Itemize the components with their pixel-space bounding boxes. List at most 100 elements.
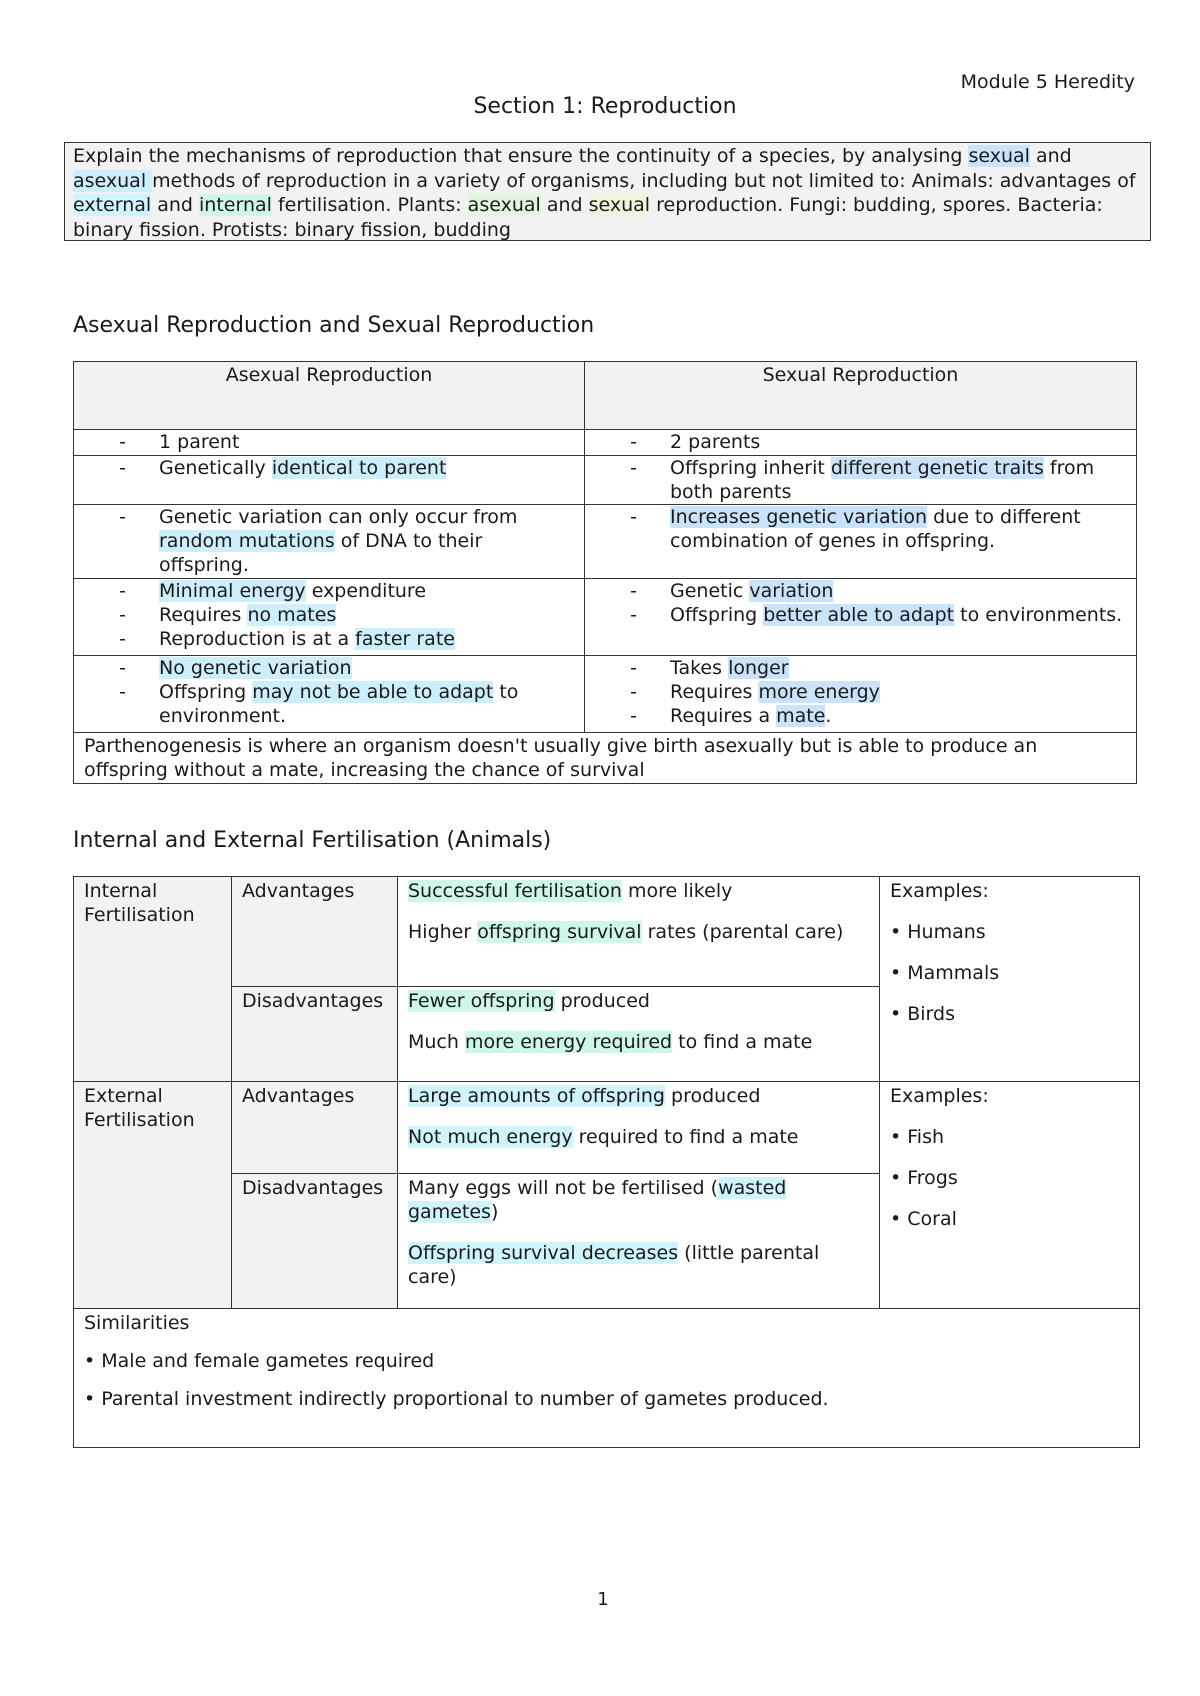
highlighted-text: more energy	[758, 681, 880, 703]
sexual-cell: - Offspring inherit different genetic tra…	[584, 455, 1137, 505]
text-run: rates (parental care)	[641, 921, 844, 943]
list-item: - Genetically identical to parent	[74, 456, 584, 480]
advantages-cell: Successful fertilisation more likely High…	[397, 876, 880, 987]
examples-label: Examples:	[890, 880, 989, 902]
dash-bullet: -	[119, 506, 126, 528]
paragraph: Successful fertilisation more likely	[408, 879, 869, 903]
text-run: required to find a mate	[572, 1126, 799, 1148]
item-text: 2 parents	[670, 430, 1136, 454]
text-run: of DNA to their offspring.	[159, 530, 483, 576]
examples-label: Examples:	[890, 1085, 989, 1107]
page-title: Section 1: Reproduction	[473, 94, 737, 119]
text-run: .	[825, 705, 832, 727]
dash-bullet: -	[630, 431, 637, 453]
item-text: Offspring inherit different genetic trai…	[670, 456, 1136, 504]
section-heading-fertilisation: Internal and External Fertilisation (Ani…	[73, 828, 552, 853]
example-item: • Mammals	[890, 962, 1000, 984]
text-run: (little parental care)	[408, 1242, 820, 1288]
section-heading-asexual-sexual: Asexual Reproduction and Sexual Reproduc…	[73, 313, 595, 338]
item-text: Requires no mates	[159, 603, 584, 627]
highlighted-text: asexual	[73, 169, 153, 192]
parthenogenesis-note: Parthenogenesis is where an organism doe…	[73, 732, 1137, 784]
dash-bullet: -	[119, 431, 126, 453]
syllabus-objective-box: Explain the mechanisms of reproduction t…	[64, 142, 1151, 241]
item-text: Offspring better able to adapt to enviro…	[670, 603, 1136, 627]
comparison-row: - Genetically identical to parent - Offspri…	[73, 455, 1137, 505]
dash-bullet: -	[119, 657, 126, 679]
text-run: more likely	[621, 880, 733, 902]
highlighted-text: No genetic variation	[159, 657, 352, 679]
asexual-sexual-table: Asexual Reproduction Sexual Reproduction…	[73, 361, 1137, 784]
list-item: - 2 parents	[585, 430, 1136, 454]
highlighted-text: no mates	[247, 604, 337, 626]
dash-bullet: -	[630, 705, 637, 727]
text-run: 2 parents	[670, 431, 761, 453]
highlighted-text: Large amounts of offspring	[408, 1085, 665, 1107]
text-run: Offspring inherit	[670, 457, 831, 479]
fertilisation-row: External Fertilisation Advantages Large am…	[73, 1081, 1140, 1309]
item-text: Requires a mate.	[670, 704, 1136, 728]
item-text: Genetically identical to parent	[159, 456, 584, 480]
example-item: • Frogs	[890, 1167, 958, 1189]
column-header-sexual: Sexual Reproduction	[584, 361, 1137, 430]
list-item: - Reproduction is at a faster rate	[74, 627, 584, 651]
disadvantages-cell: Fewer offspring produced Much more energy…	[397, 986, 880, 1082]
list-item: - Genetic variation	[585, 579, 1136, 603]
highlighted-text: internal	[199, 194, 272, 216]
text-run: reproduction. Fungi: budding, spores. Ba…	[73, 194, 1103, 241]
highlighted-text: longer	[728, 657, 789, 679]
text-run: Takes	[670, 657, 729, 679]
dash-bullet: -	[630, 457, 637, 479]
dash-bullet: -	[119, 681, 126, 703]
item-text: Genetic variation can only occur from ra…	[159, 505, 584, 577]
paragraph: Large amounts of offspring produced	[408, 1084, 869, 1108]
list-item: - Requires no mates	[74, 603, 584, 627]
asexual-cell: - 1 parent	[73, 429, 585, 456]
highlighted-text: sexual	[588, 194, 651, 216]
text-run: and	[151, 194, 200, 216]
text-run: expenditure	[305, 580, 427, 602]
text-run: Genetic variation can only occur from	[159, 506, 518, 528]
list-item: - Offspring better able to adapt to envir…	[585, 603, 1136, 627]
disadvantages-label: Disadvantages	[231, 986, 398, 1082]
text-run: produced	[554, 990, 650, 1012]
highlighted-text: random mutations	[159, 530, 335, 552]
advantages-label: Advantages	[231, 1081, 398, 1174]
comparison-row: - Genetic variation can only occur from r…	[73, 504, 1137, 579]
comparison-row: - No genetic variation - Offspring may not …	[73, 655, 1137, 733]
dash-bullet: -	[630, 681, 637, 703]
comparison-row: - Minimal energy expenditure - Requires no …	[73, 578, 1137, 656]
text-run: Requires	[670, 681, 759, 703]
fertilisation-type-cell: External Fertilisation	[73, 1081, 232, 1309]
advantages-label: Advantages	[231, 876, 398, 987]
list-item: - 1 parent	[74, 430, 584, 454]
disadvantages-label: Disadvantages	[231, 1173, 398, 1309]
item-text: Offspring may not be able to adapt to en…	[159, 680, 584, 728]
list-item: - No genetic variation	[74, 656, 584, 680]
text-run: Offspring	[670, 604, 764, 626]
dash-bullet: -	[630, 657, 637, 679]
fertilisation-row: Internal Fertilisation Advantages Successf…	[73, 876, 1140, 1082]
paragraph: Fewer offspring produced	[408, 989, 869, 1013]
item-text: Genetic variation	[670, 579, 1136, 603]
comparison-row: - 1 parent - 2 parents	[73, 429, 1137, 456]
disadvantages-cell: Many eggs will not be fertilised (wasted…	[397, 1173, 880, 1309]
item-text: No genetic variation	[159, 656, 584, 680]
example-item: • Birds	[890, 1003, 955, 1025]
asexual-cell: - No genetic variation - Offspring may not …	[73, 655, 585, 733]
paragraph: Not much energy required to find a mate	[408, 1125, 869, 1149]
asexual-cell: - Genetically identical to parent	[73, 455, 585, 505]
fertilisation-row: Disadvantages Fewer offspring produced Muc…	[74, 986, 1140, 1082]
item-text: Requires more energy	[670, 680, 1136, 704]
highlighted-text: different genetic traits	[830, 457, 1044, 479]
item-text: Reproduction is at a faster rate	[159, 627, 584, 651]
text-run: Many eggs will not be fertilised (	[408, 1177, 719, 1199]
text-run: Higher	[408, 921, 478, 943]
highlighted-text: external	[73, 194, 152, 216]
text-run: Explain the mechanisms of reproduction t…	[73, 145, 969, 167]
highlighted-text: identical to parent	[271, 457, 447, 479]
highlighted-text: better able to adapt	[763, 604, 955, 626]
text-run: )	[490, 1201, 499, 1223]
example-item: • Coral	[890, 1208, 957, 1230]
examples-cell: Examples: • Humans • Mammals • Birds	[879, 876, 1140, 1082]
